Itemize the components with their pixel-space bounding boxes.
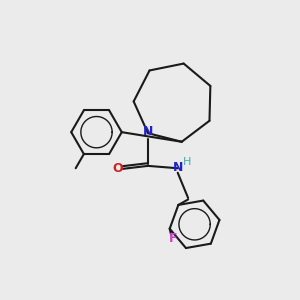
Text: H: H [183,157,191,167]
Text: N: N [143,125,153,138]
Text: O: O [112,162,123,175]
Text: F: F [168,232,177,245]
Text: N: N [173,161,184,174]
